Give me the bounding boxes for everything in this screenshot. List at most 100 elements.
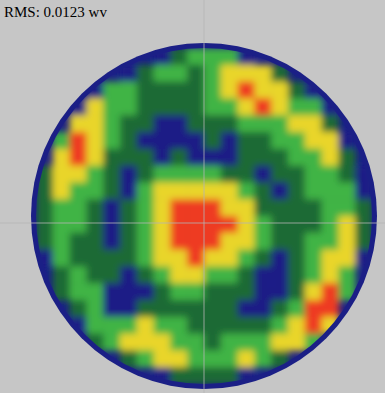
cell (204, 115, 221, 132)
cell (187, 350, 204, 367)
cell (137, 266, 154, 283)
cell (154, 132, 171, 149)
cell (338, 166, 355, 183)
cell (70, 98, 87, 115)
cell (204, 250, 221, 267)
cell (288, 334, 305, 351)
cell (288, 250, 305, 267)
cell (221, 283, 238, 300)
cell (103, 283, 120, 300)
cell (154, 233, 171, 250)
cell (221, 233, 238, 250)
cell (238, 48, 255, 65)
cell (154, 48, 171, 65)
cell (120, 233, 137, 250)
crosshair-horizontal (0, 223, 385, 224)
cell (254, 283, 271, 300)
cell (254, 98, 271, 115)
cell (322, 199, 339, 216)
cell (86, 266, 103, 283)
cell (204, 98, 221, 115)
cell (221, 199, 238, 216)
cell (154, 115, 171, 132)
cell (70, 283, 87, 300)
cell (254, 115, 271, 132)
cell (338, 199, 355, 216)
cell (137, 250, 154, 267)
cell (103, 182, 120, 199)
cell (271, 317, 288, 334)
cell (137, 216, 154, 233)
cell (271, 149, 288, 166)
cell (154, 250, 171, 267)
cell (322, 166, 339, 183)
cell (305, 182, 322, 199)
cell (170, 199, 187, 216)
cell (254, 199, 271, 216)
cell (305, 334, 322, 351)
cell (305, 82, 322, 99)
cell (271, 250, 288, 267)
cell (137, 233, 154, 250)
cell (170, 233, 187, 250)
cell (103, 199, 120, 216)
cell (305, 199, 322, 216)
cell (221, 317, 238, 334)
cell (254, 166, 271, 183)
cell (137, 300, 154, 317)
cell (254, 250, 271, 267)
cell (170, 149, 187, 166)
cell (187, 115, 204, 132)
cell (120, 216, 137, 233)
cell (271, 266, 288, 283)
cell (120, 132, 137, 149)
cell (288, 98, 305, 115)
cell (170, 182, 187, 199)
cell (204, 350, 221, 367)
cell (288, 317, 305, 334)
cell (70, 250, 87, 267)
cell (187, 216, 204, 233)
cell (254, 334, 271, 351)
cell (170, 250, 187, 267)
cell (154, 166, 171, 183)
cell (322, 317, 339, 334)
cell (204, 283, 221, 300)
cell (36, 233, 53, 250)
cell (305, 132, 322, 149)
chart: RMS: 0.0123 wv (0, 0, 385, 393)
cell (86, 283, 103, 300)
cell (170, 350, 187, 367)
cell (53, 132, 70, 149)
cell (170, 266, 187, 283)
cell (204, 65, 221, 82)
cell (170, 334, 187, 351)
cell (154, 266, 171, 283)
cell (204, 132, 221, 149)
cell (53, 182, 70, 199)
cell (271, 350, 288, 367)
cell (338, 283, 355, 300)
cell (204, 334, 221, 351)
cell (355, 182, 372, 199)
cell (322, 233, 339, 250)
cell (120, 166, 137, 183)
cell (288, 216, 305, 233)
cell (221, 166, 238, 183)
cell (305, 283, 322, 300)
cell (254, 266, 271, 283)
cell (221, 334, 238, 351)
cell (338, 250, 355, 267)
cell (170, 82, 187, 99)
cell (238, 317, 255, 334)
cell (53, 199, 70, 216)
cell (204, 266, 221, 283)
cell (254, 132, 271, 149)
cell (103, 266, 120, 283)
cell (271, 115, 288, 132)
cell (170, 367, 187, 384)
cell (204, 166, 221, 183)
cell (154, 350, 171, 367)
cell (120, 82, 137, 99)
cell (305, 250, 322, 267)
